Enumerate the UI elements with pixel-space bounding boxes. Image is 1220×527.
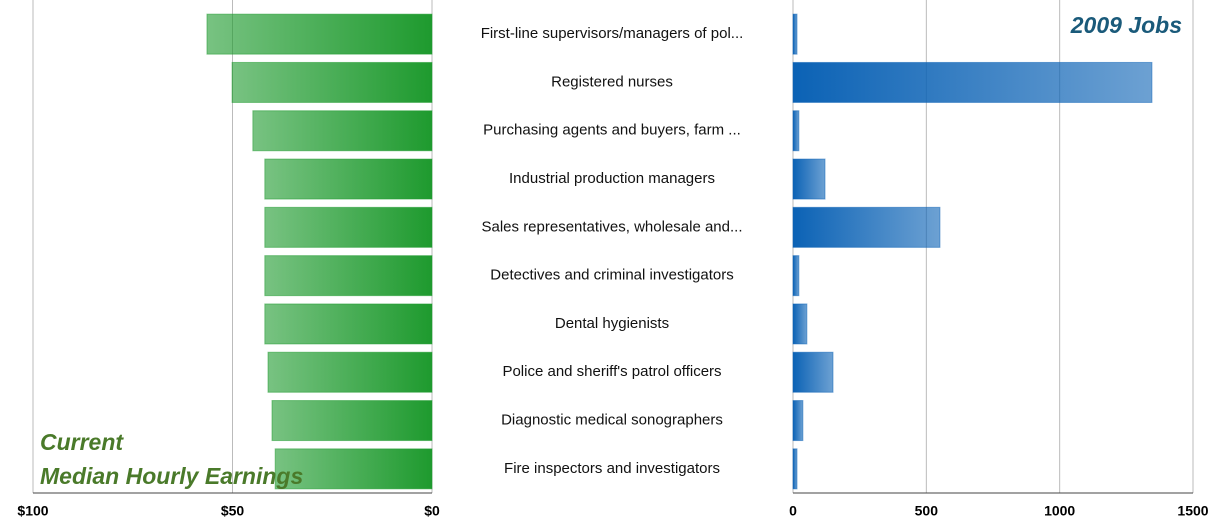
chart-title: 2009 Jobs <box>1070 12 1182 38</box>
category-label: Police and sheriff's patrol officers <box>502 363 721 380</box>
bar <box>792 255 800 297</box>
x-tick-label: $0 <box>424 503 440 519</box>
bar <box>267 351 433 393</box>
category-label: Dental hygienists <box>555 315 669 332</box>
bar <box>792 303 808 345</box>
category-label: Purchasing agents and buyers, farm ... <box>483 122 741 139</box>
bar <box>264 255 433 297</box>
x-tick-label: 1000 <box>1044 503 1075 519</box>
plot: $100 $50 $0 0 500 1000 1500 First-line supervis… <box>17 0 1209 519</box>
category-label: Diagnostic medical sonographers <box>501 412 723 429</box>
bar <box>792 448 798 490</box>
bar <box>271 400 433 442</box>
bar <box>264 303 433 345</box>
x-tick-label: 1500 <box>1177 503 1208 519</box>
bar <box>264 206 433 248</box>
bar <box>792 61 1153 103</box>
bar <box>792 13 798 55</box>
x-tick-label: $50 <box>221 503 245 519</box>
chart-title: Median Hourly Earnings <box>40 463 303 489</box>
bar <box>206 13 433 55</box>
bar <box>264 158 433 200</box>
category-label: Fire inspectors and investigators <box>504 460 720 477</box>
bar <box>231 61 433 103</box>
x-tick-label: $100 <box>17 503 48 519</box>
bar <box>792 206 941 248</box>
chart-title: Current <box>40 429 124 455</box>
bar <box>252 110 433 152</box>
category-label: First-line supervisors/managers of pol..… <box>481 25 744 42</box>
bar <box>792 110 800 152</box>
bar <box>792 158 826 200</box>
category-label: Detectives and criminal investigators <box>490 267 733 284</box>
x-tick-label: 0 <box>789 503 797 519</box>
category-label: Sales representatives, wholesale and... <box>482 218 743 235</box>
category-label: Industrial production managers <box>509 170 715 187</box>
bar <box>792 351 834 393</box>
bar <box>792 400 804 442</box>
x-tick-label: 500 <box>915 503 939 519</box>
bar <box>274 448 433 490</box>
category-label: Registered nurses <box>551 73 673 90</box>
